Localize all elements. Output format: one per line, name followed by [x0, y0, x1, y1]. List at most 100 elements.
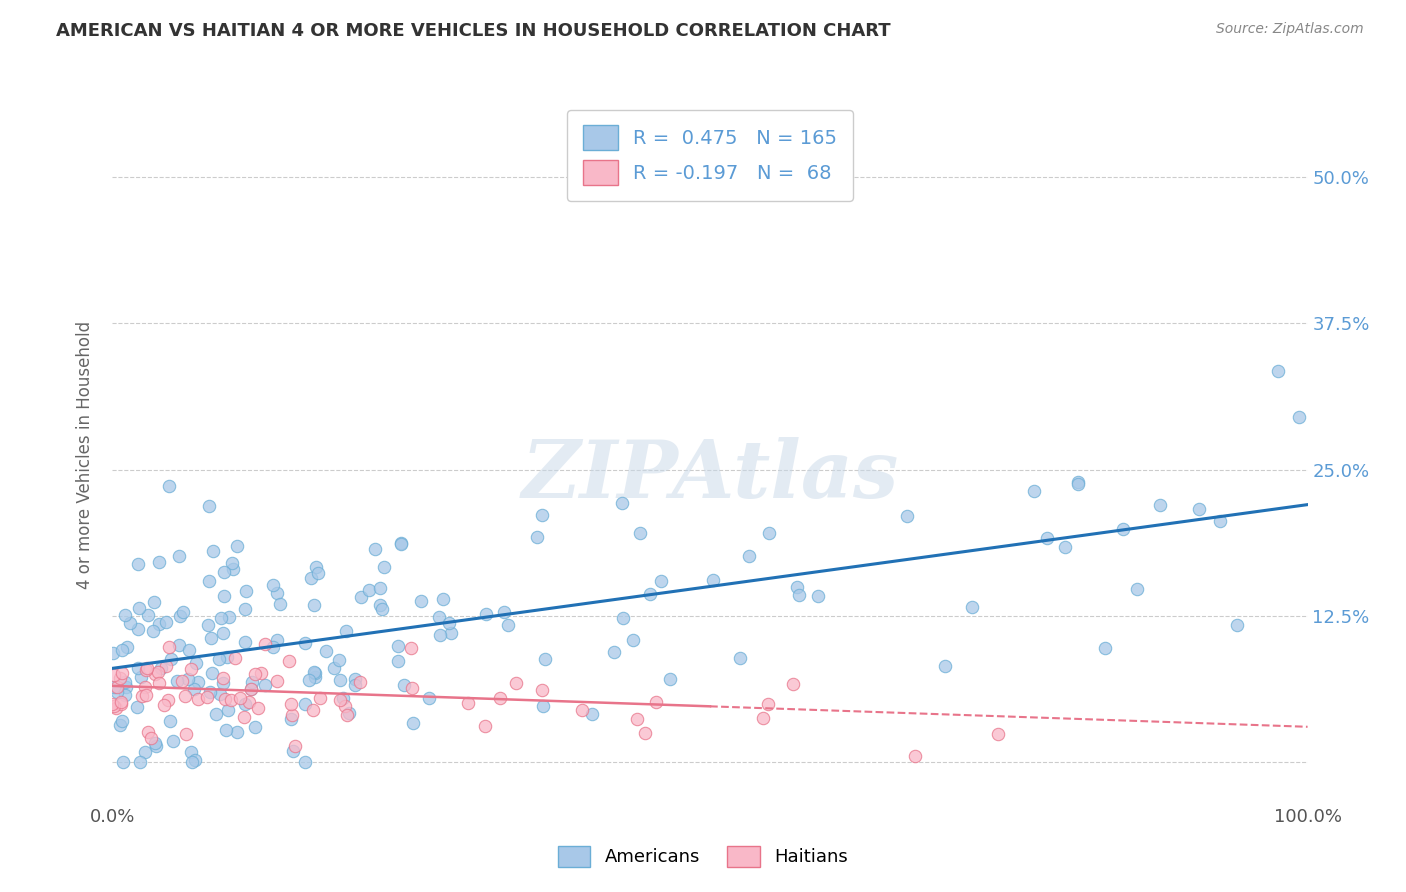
Point [115, 680, 138, 694]
Point [141, 731, 163, 746]
Point [659, 673, 682, 687]
Point [229, 690, 252, 705]
Point [131, 689, 153, 703]
Point [294, 636, 316, 650]
Point [418, 691, 440, 706]
Point [302, 598, 325, 612]
Point [368, 581, 391, 595]
Point [634, 726, 657, 740]
Point [304, 670, 326, 684]
Point [143, 667, 166, 681]
Point [184, 656, 207, 670]
Point [169, 608, 191, 623]
Point [159, 714, 181, 729]
Point [101, 646, 124, 660]
Point [174, 727, 197, 741]
Point [254, 637, 277, 651]
Point [127, 661, 149, 675]
Point [149, 661, 172, 675]
Point [440, 626, 463, 640]
Point [1288, 409, 1310, 424]
Point [266, 586, 288, 600]
Point [209, 687, 232, 701]
Point [118, 615, 141, 630]
Point [987, 727, 1010, 741]
Point [294, 755, 316, 769]
Point [1267, 364, 1289, 378]
Point [269, 597, 291, 611]
Point [612, 611, 634, 625]
Text: ZIPAtlas: ZIPAtlas [522, 437, 898, 515]
Point [148, 665, 170, 680]
Point [492, 606, 515, 620]
Point [807, 590, 830, 604]
Point [262, 640, 284, 654]
Point [221, 556, 243, 570]
Point [336, 708, 359, 723]
Point [357, 583, 380, 598]
Point [200, 685, 222, 699]
Point [183, 681, 205, 696]
Point [159, 652, 181, 666]
Point [184, 753, 207, 767]
Point [284, 739, 307, 754]
Point [571, 703, 593, 717]
Point [103, 668, 125, 682]
Point [157, 693, 180, 707]
Point [187, 691, 209, 706]
Point [110, 694, 132, 708]
Point [427, 610, 450, 624]
Point [402, 716, 425, 731]
Point [474, 719, 496, 733]
Point [1067, 475, 1090, 490]
Point [328, 653, 350, 667]
Point [1149, 498, 1171, 512]
Point [145, 739, 167, 753]
Point [526, 530, 548, 544]
Point [531, 508, 554, 522]
Point [111, 666, 134, 681]
Point [155, 615, 177, 629]
Point [758, 697, 780, 711]
Point [309, 691, 332, 706]
Point [250, 666, 273, 681]
Point [148, 675, 170, 690]
Point [332, 691, 354, 706]
Point [212, 676, 235, 690]
Point [758, 526, 780, 541]
Point [208, 652, 231, 666]
Point [233, 602, 256, 616]
Point [177, 642, 200, 657]
Point [323, 661, 346, 675]
Legend: Americans, Haitians: Americans, Haitians [551, 838, 855, 874]
Point [233, 697, 256, 711]
Point [127, 557, 149, 571]
Point [224, 651, 246, 665]
Point [373, 560, 395, 574]
Point [103, 698, 125, 713]
Point [127, 622, 149, 636]
Point [197, 618, 219, 632]
Point [329, 693, 352, 707]
Point [531, 683, 554, 698]
Point [333, 698, 356, 713]
Point [136, 607, 159, 622]
Point [129, 755, 152, 769]
Point [278, 654, 301, 668]
Point [411, 594, 433, 608]
Point [152, 698, 174, 713]
Point [934, 659, 956, 673]
Point [429, 628, 451, 642]
Point [387, 654, 409, 668]
Point [294, 697, 316, 711]
Point [896, 509, 918, 524]
Point [225, 540, 247, 554]
Point [143, 736, 166, 750]
Point [155, 659, 177, 673]
Point [281, 744, 304, 758]
Point [581, 706, 603, 721]
Point [246, 701, 269, 715]
Point [134, 680, 156, 694]
Point [335, 624, 357, 638]
Point [307, 566, 329, 580]
